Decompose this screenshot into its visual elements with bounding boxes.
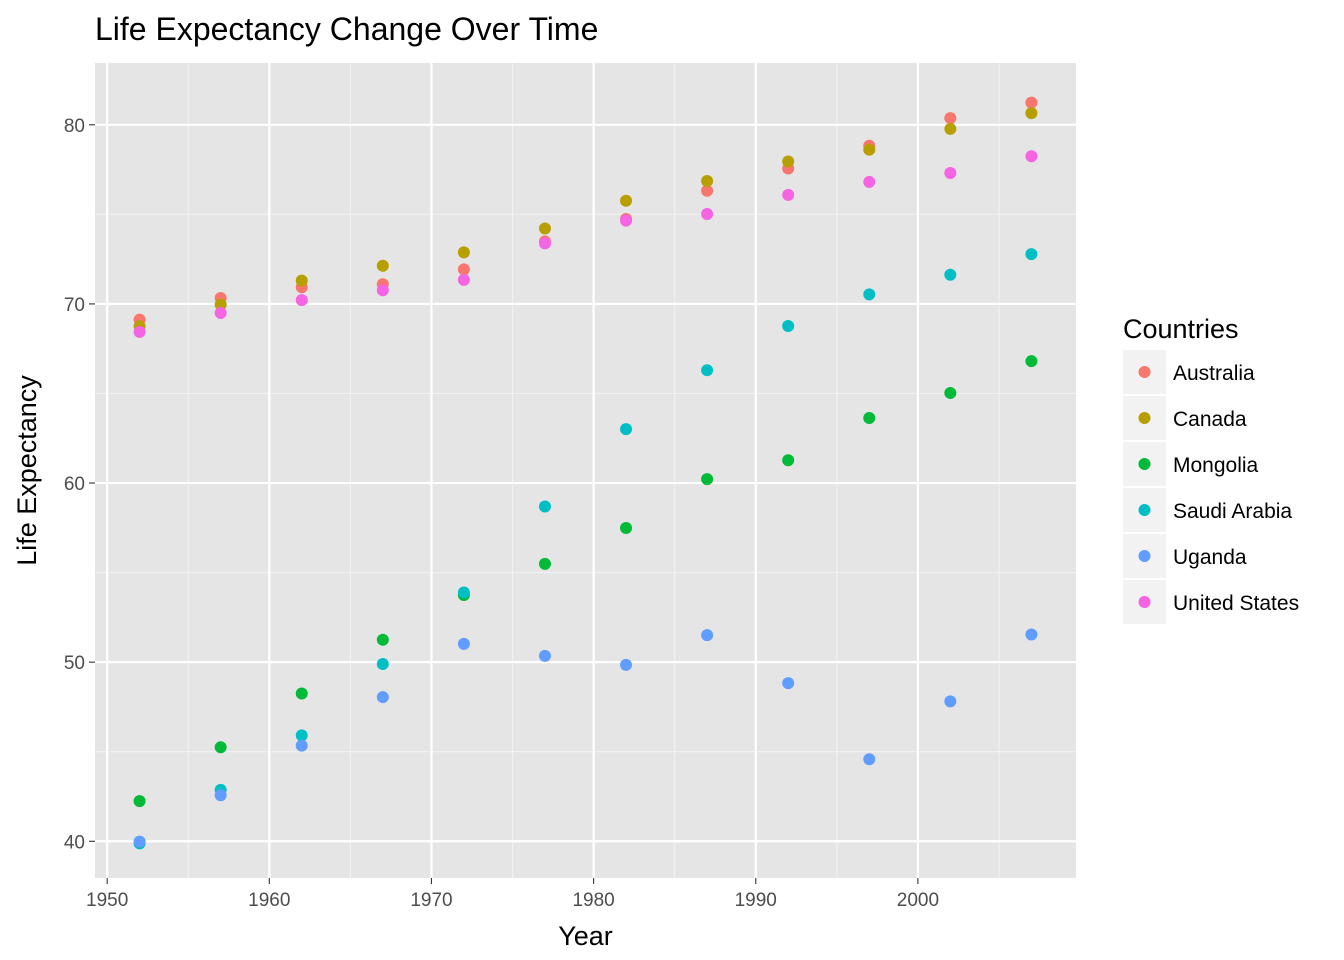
legend-label: Canada	[1173, 408, 1247, 431]
data-point	[1025, 96, 1038, 109]
data-point	[538, 237, 551, 250]
legend-label: United States	[1173, 592, 1299, 615]
data-point	[538, 649, 551, 662]
data-point	[295, 687, 308, 700]
data-point	[944, 695, 957, 708]
data-point	[214, 789, 227, 802]
y-axis-title: Life Expectancy	[12, 375, 42, 566]
data-point	[944, 122, 957, 135]
legend-label: Uganda	[1173, 546, 1247, 569]
legend-key-point	[1138, 550, 1151, 562]
data-point	[701, 175, 714, 188]
legend-key-point	[1138, 458, 1151, 470]
minor-gridlines	[95, 63, 1076, 878]
data-point	[701, 364, 714, 377]
data-point	[701, 207, 714, 220]
x-axis-title: Year	[558, 921, 613, 951]
data-point	[1025, 628, 1038, 641]
data-point	[701, 473, 714, 486]
major-gridlines	[95, 63, 1076, 878]
data-point	[214, 298, 227, 311]
data-point	[782, 155, 795, 168]
x-tick-label: 1950	[86, 890, 128, 911]
y-tick-label: 60	[64, 474, 85, 495]
data-point	[863, 288, 876, 301]
data-point	[457, 263, 470, 276]
data-point	[538, 222, 551, 235]
data-point	[944, 386, 957, 399]
data-point	[944, 268, 957, 281]
data-point	[863, 143, 876, 156]
plot-panel	[95, 63, 1076, 878]
data-point	[295, 294, 308, 307]
data-point	[1025, 150, 1038, 163]
data-point	[133, 835, 146, 848]
data-point	[376, 691, 389, 704]
data-point	[1025, 355, 1038, 368]
data-point	[457, 637, 470, 650]
data-point	[133, 795, 146, 808]
data-point	[376, 633, 389, 646]
legend-title: Countries	[1123, 314, 1239, 344]
x-tick-label: 1970	[410, 890, 452, 911]
data-point	[620, 194, 633, 207]
x-tick-label: 1960	[248, 890, 290, 911]
legend-key-point	[1138, 596, 1151, 608]
legend-key-point	[1138, 366, 1151, 378]
legend-label: Mongolia	[1173, 454, 1259, 477]
data-point	[1025, 248, 1038, 261]
y-tick-label: 80	[64, 116, 85, 137]
data-point	[538, 500, 551, 513]
data-point	[295, 729, 308, 742]
x-tick-label: 1990	[735, 890, 777, 911]
data-point	[620, 423, 633, 436]
data-point	[538, 557, 551, 570]
data-point	[376, 259, 389, 272]
data-point	[1025, 107, 1038, 120]
x-axis: 1950 1960 1970 1980 1990 2000	[86, 878, 939, 911]
data-point	[214, 307, 227, 320]
legend: Countries Australia Canada Mongolia Saudi A…	[1123, 314, 1299, 624]
y-tick-label: 40	[64, 832, 85, 853]
legend-label: Australia	[1173, 362, 1255, 385]
data-point	[782, 319, 795, 332]
data-point	[214, 741, 227, 754]
data-point	[457, 586, 470, 599]
data-point	[376, 657, 389, 670]
y-axis: 40 50 60 70 80	[64, 116, 95, 853]
data-point	[863, 175, 876, 188]
legend-key-point	[1138, 504, 1151, 516]
chart-title: Life Expectancy Change Over Time	[95, 11, 598, 47]
data-point	[782, 677, 795, 690]
data-point	[295, 274, 308, 287]
data-point	[944, 166, 957, 179]
data-point	[944, 112, 957, 125]
data-point	[133, 325, 146, 338]
data-point	[620, 521, 633, 534]
x-tick-label: 2000	[897, 890, 939, 911]
legend-key-point	[1138, 412, 1151, 424]
data-point	[863, 412, 876, 425]
data-point	[782, 454, 795, 467]
data-point	[295, 739, 308, 752]
y-tick-label: 50	[64, 653, 85, 674]
x-tick-label: 1980	[572, 890, 614, 911]
data-point	[457, 273, 470, 286]
data-point	[620, 658, 633, 671]
data-point	[701, 629, 714, 642]
legend-label: Saudi Arabia	[1173, 500, 1292, 523]
data-points	[133, 96, 1038, 850]
data-point	[782, 188, 795, 201]
data-point	[457, 246, 470, 259]
data-point	[620, 214, 633, 227]
data-point	[863, 753, 876, 766]
data-point	[376, 284, 389, 297]
y-tick-label: 70	[64, 295, 85, 316]
data-point	[701, 184, 714, 197]
